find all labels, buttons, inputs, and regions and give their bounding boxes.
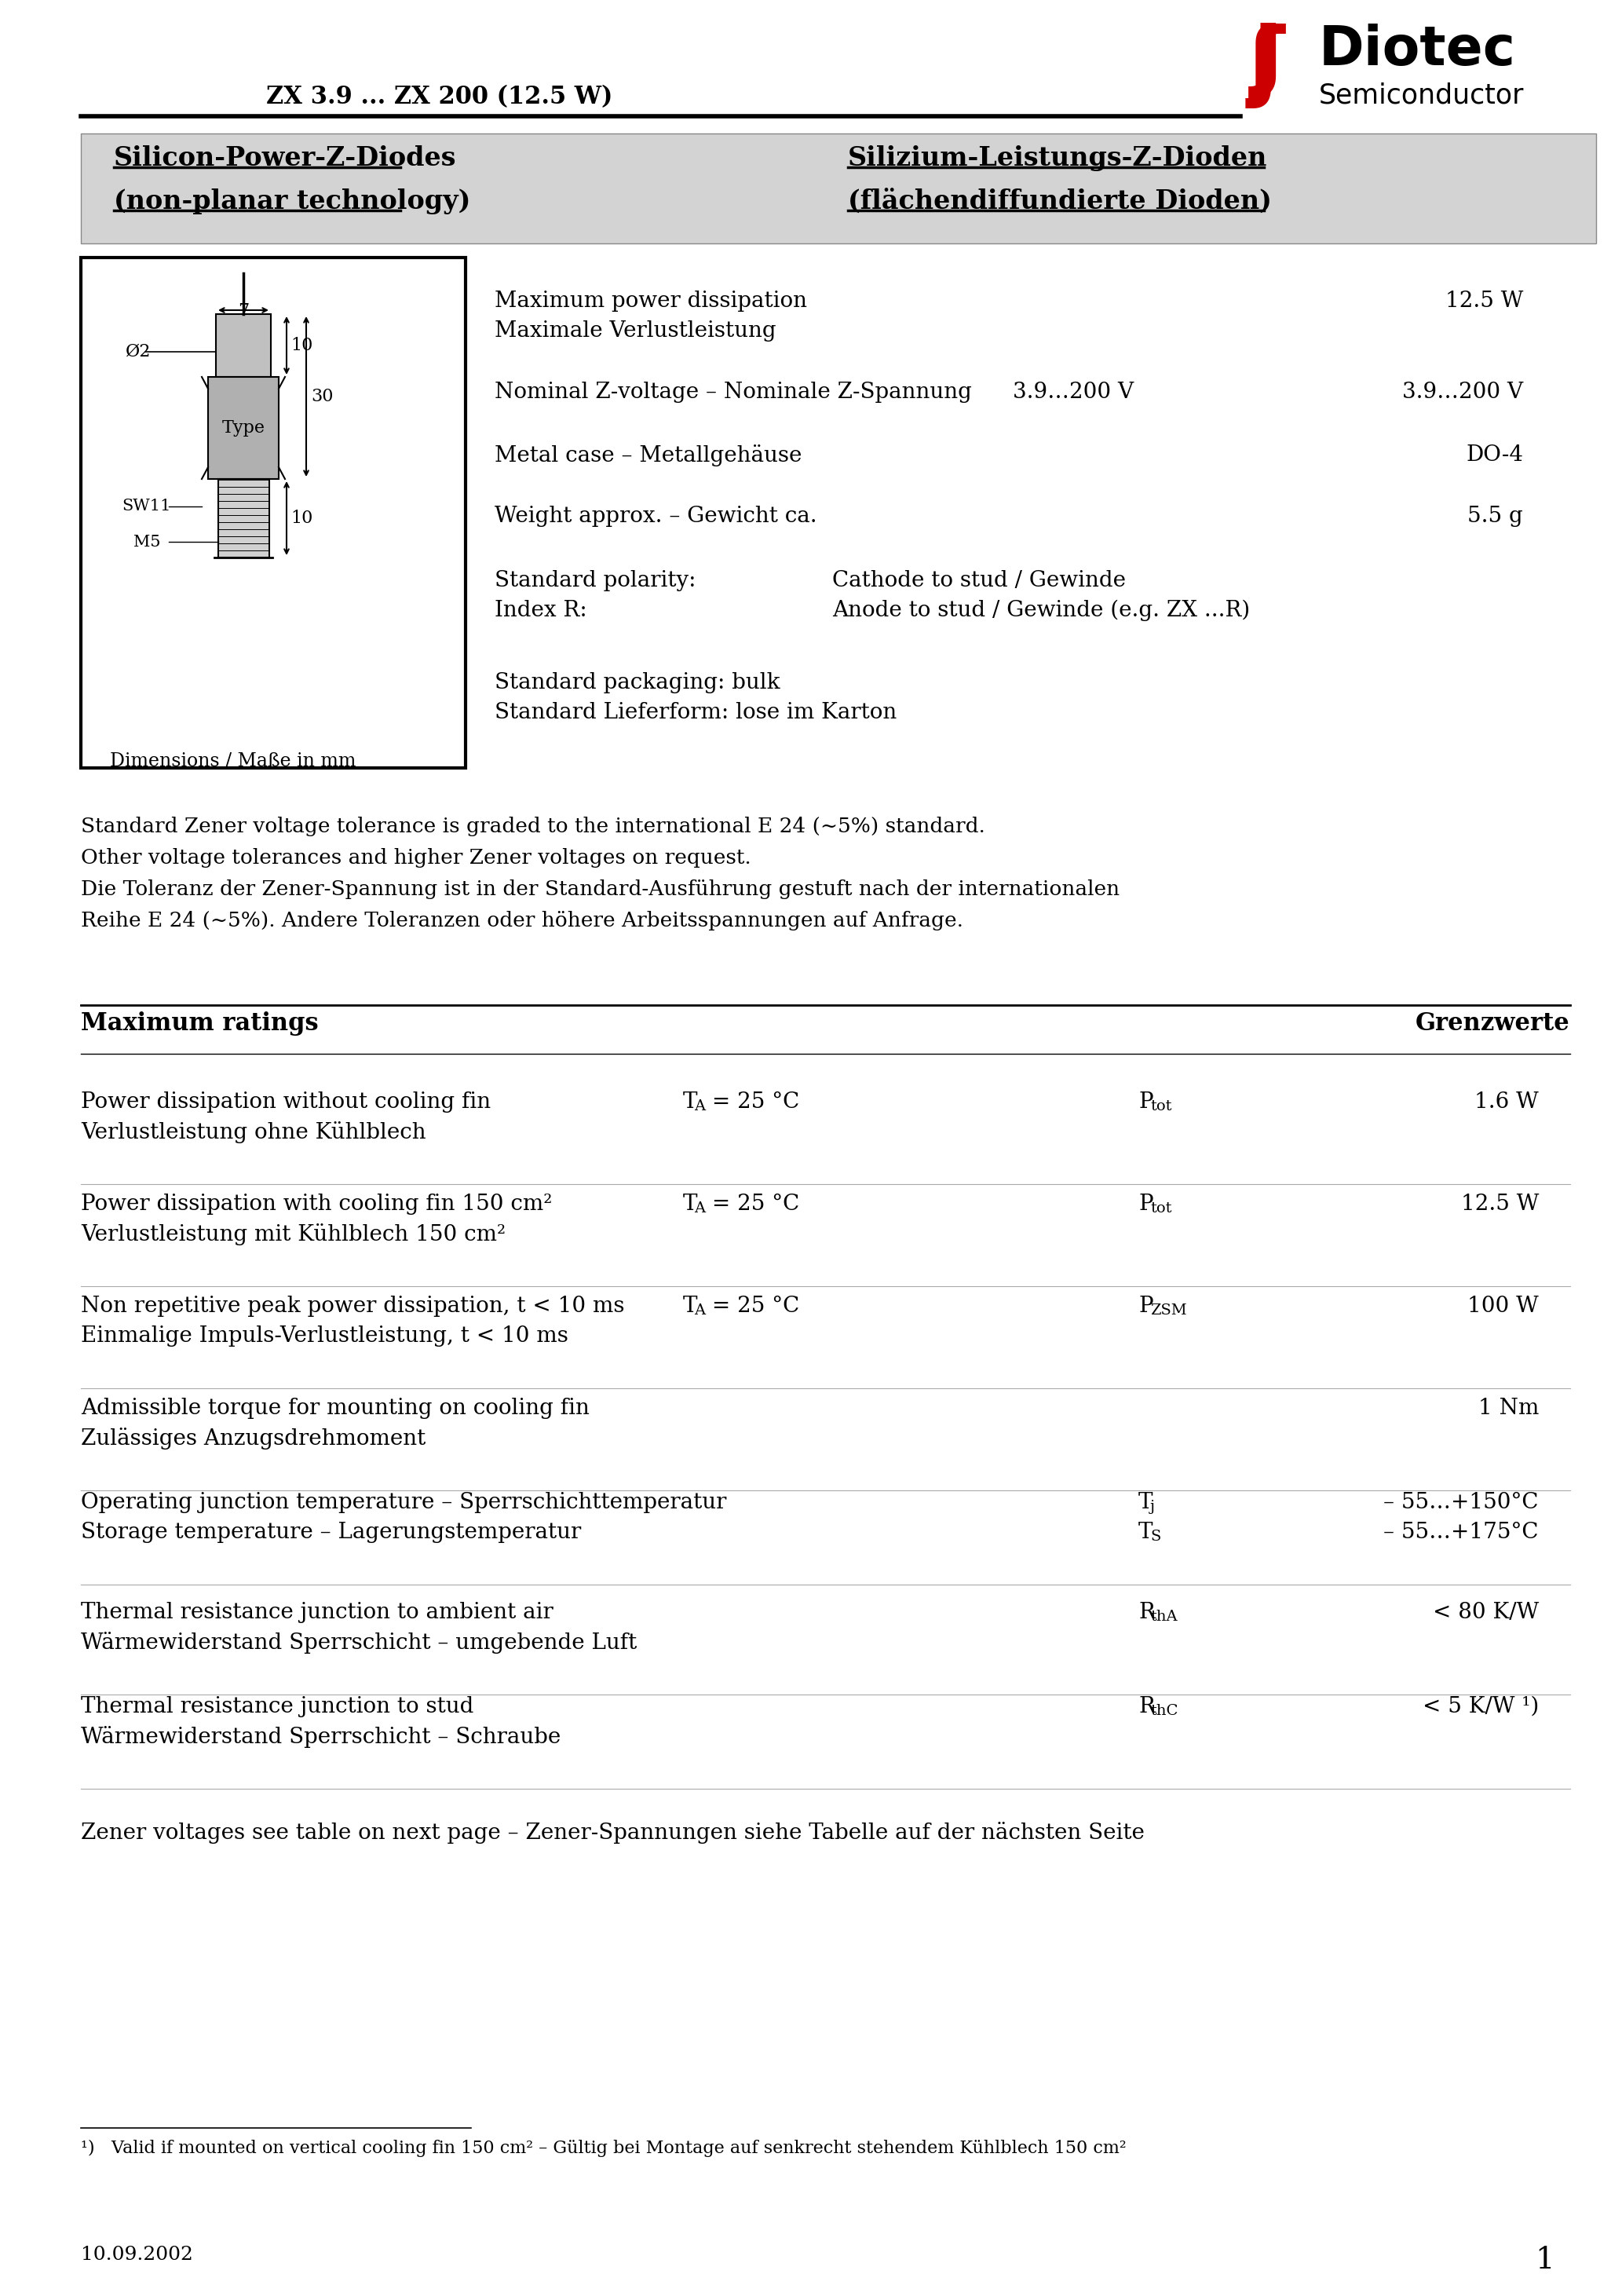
Text: Wärmewiderstand Sperrschicht – umgebende Luft: Wärmewiderstand Sperrschicht – umgebende… xyxy=(81,1632,637,1653)
Text: = 25 °C: = 25 °C xyxy=(706,1295,800,1318)
Text: Maximum ratings: Maximum ratings xyxy=(81,1010,318,1035)
Text: Silizium-Leistungs-Z-Dioden: Silizium-Leistungs-Z-Dioden xyxy=(848,145,1267,172)
Text: – 55…+150°C: – 55…+150°C xyxy=(1384,1492,1539,1513)
Text: Dimensions / Maße in mm: Dimensions / Maße in mm xyxy=(110,753,355,769)
Text: 1 Nm: 1 Nm xyxy=(1478,1398,1539,1419)
Text: A: A xyxy=(694,1100,706,1114)
Text: T: T xyxy=(1139,1492,1153,1513)
Text: (flächendiffundierte Dioden): (flächendiffundierte Dioden) xyxy=(848,188,1272,214)
Text: 10: 10 xyxy=(290,338,313,354)
Text: ZSM: ZSM xyxy=(1150,1304,1187,1318)
Text: Ø2: Ø2 xyxy=(125,342,151,360)
Text: Reihe E 24 (~5%). Andere Toleranzen oder höhere Arbeitsspannungen auf Anfrage.: Reihe E 24 (~5%). Andere Toleranzen oder… xyxy=(81,912,963,930)
Text: 1: 1 xyxy=(1534,2245,1554,2275)
Text: tot: tot xyxy=(1150,1201,1171,1215)
Text: Standard Lieferform: lose im Karton: Standard Lieferform: lose im Karton xyxy=(495,703,897,723)
Text: Zener voltages see table on next page – Zener-Spannungen siehe Tabelle auf der n: Zener voltages see table on next page – … xyxy=(81,1821,1145,1844)
Text: Wärmewiderstand Sperrschicht – Schraube: Wärmewiderstand Sperrschicht – Schraube xyxy=(81,1727,561,1747)
Text: M5: M5 xyxy=(133,535,161,549)
Text: Cathode to stud / Gewinde: Cathode to stud / Gewinde xyxy=(832,569,1126,592)
Text: A: A xyxy=(694,1304,706,1318)
Text: T: T xyxy=(683,1295,697,1318)
Text: Verlustleistung ohne Kühlblech: Verlustleistung ohne Kühlblech xyxy=(81,1120,427,1143)
Text: Standard Zener voltage tolerance is graded to the international E 24 (~5%) stand: Standard Zener voltage tolerance is grad… xyxy=(81,817,985,836)
Text: Standard polarity:: Standard polarity: xyxy=(495,569,696,592)
Text: Silicon-Power-Z-Diodes: Silicon-Power-Z-Diodes xyxy=(114,145,456,172)
Text: 30: 30 xyxy=(311,388,333,404)
Text: S: S xyxy=(1150,1529,1161,1543)
Text: ¹)   Valid if mounted on vertical cooling fin 150 cm² – Gültig bei Montage auf s: ¹) Valid if mounted on vertical cooling … xyxy=(81,2140,1126,2156)
Text: Other voltage tolerances and higher Zener voltages on request.: Other voltage tolerances and higher Zene… xyxy=(81,847,751,868)
Text: = 25 °C: = 25 °C xyxy=(706,1091,800,1114)
Text: 3.9…200 V: 3.9…200 V xyxy=(1012,381,1134,402)
Bar xyxy=(81,133,1596,243)
Text: Power dissipation without cooling fin: Power dissipation without cooling fin xyxy=(81,1091,491,1114)
Bar xyxy=(219,480,269,558)
Text: Grenzwerte: Grenzwerte xyxy=(1416,1010,1570,1035)
Text: R: R xyxy=(1139,1603,1155,1623)
Text: Standard packaging: bulk: Standard packaging: bulk xyxy=(495,673,780,693)
Text: Anode to stud / Gewinde (e.g. ZX ...R): Anode to stud / Gewinde (e.g. ZX ...R) xyxy=(832,599,1251,622)
Text: T: T xyxy=(1139,1522,1153,1543)
Text: Verlustleistung mit Kühlblech 150 cm²: Verlustleistung mit Kühlblech 150 cm² xyxy=(81,1224,506,1244)
Text: 10.09.2002: 10.09.2002 xyxy=(81,2245,193,2264)
Text: 7: 7 xyxy=(238,303,248,319)
Text: T: T xyxy=(683,1194,697,1215)
Text: Thermal resistance junction to ambient air: Thermal resistance junction to ambient a… xyxy=(81,1603,553,1623)
Text: Nominal Z-voltage – Nominale Z-Spannung: Nominal Z-voltage – Nominale Z-Spannung xyxy=(495,381,972,402)
Text: SW11: SW11 xyxy=(122,498,170,514)
Text: Maximale Verlustleistung: Maximale Verlustleistung xyxy=(495,321,777,342)
Text: R: R xyxy=(1139,1697,1155,1717)
Text: Power dissipation with cooling fin 150 cm²: Power dissipation with cooling fin 150 c… xyxy=(81,1194,551,1215)
Text: = 25 °C: = 25 °C xyxy=(706,1194,800,1215)
Text: Einmalige Impuls-Verlustleistung, t < 10 ms: Einmalige Impuls-Verlustleistung, t < 10… xyxy=(81,1325,568,1348)
Text: Admissible torque for mounting on cooling fin: Admissible torque for mounting on coolin… xyxy=(81,1398,589,1419)
Text: 5.5 g: 5.5 g xyxy=(1468,505,1523,526)
Text: 3.9…200 V: 3.9…200 V xyxy=(1401,381,1523,402)
Bar xyxy=(81,257,466,767)
Bar xyxy=(208,377,279,480)
Text: < 5 K/W ¹): < 5 K/W ¹) xyxy=(1422,1697,1539,1717)
Text: Die Toleranz der Zener-Spannung ist in der Standard-Ausführung gestuft nach der : Die Toleranz der Zener-Spannung ist in d… xyxy=(81,879,1119,900)
Text: ʃ: ʃ xyxy=(1249,23,1285,108)
Text: < 80 K/W: < 80 K/W xyxy=(1432,1603,1539,1623)
Text: thA: thA xyxy=(1150,1609,1178,1623)
Text: tot: tot xyxy=(1150,1100,1171,1114)
Text: Type: Type xyxy=(222,420,264,436)
Text: Operating junction temperature – Sperrschichttemperatur: Operating junction temperature – Sperrsc… xyxy=(81,1492,727,1513)
Text: Zulässiges Anzugsdrehmoment: Zulässiges Anzugsdrehmoment xyxy=(81,1428,425,1449)
Text: 1.6 W: 1.6 W xyxy=(1474,1091,1539,1114)
Text: P: P xyxy=(1139,1194,1153,1215)
Text: T: T xyxy=(683,1091,697,1114)
Text: P: P xyxy=(1139,1091,1153,1114)
Text: 100 W: 100 W xyxy=(1468,1295,1539,1318)
Text: A: A xyxy=(694,1201,706,1215)
Text: 10: 10 xyxy=(290,510,313,526)
Bar xyxy=(216,315,271,377)
Text: ZX 3.9 ... ZX 200 (12.5 W): ZX 3.9 ... ZX 200 (12.5 W) xyxy=(266,85,613,110)
Text: 12.5 W: 12.5 W xyxy=(1461,1194,1539,1215)
Text: (non-planar technology): (non-planar technology) xyxy=(114,188,470,214)
Text: P: P xyxy=(1139,1295,1153,1318)
Text: Diotec: Diotec xyxy=(1319,23,1517,76)
Text: 12.5 W: 12.5 W xyxy=(1445,292,1523,312)
Text: – 55…+175°C: – 55…+175°C xyxy=(1384,1522,1539,1543)
Text: Semiconductor: Semiconductor xyxy=(1319,83,1525,110)
Text: Index R:: Index R: xyxy=(495,599,587,622)
Text: Metal case – Metallgehäuse: Metal case – Metallgehäuse xyxy=(495,445,801,466)
Text: Weight approx. – Gewicht ca.: Weight approx. – Gewicht ca. xyxy=(495,505,817,526)
Text: Thermal resistance junction to stud: Thermal resistance junction to stud xyxy=(81,1697,474,1717)
Text: j: j xyxy=(1150,1499,1155,1513)
Text: Storage temperature – Lagerungstemperatur: Storage temperature – Lagerungstemperatu… xyxy=(81,1522,581,1543)
Text: DO-4: DO-4 xyxy=(1466,445,1523,466)
Text: Non repetitive peak power dissipation, t < 10 ms: Non repetitive peak power dissipation, t… xyxy=(81,1295,624,1318)
Text: Maximum power dissipation: Maximum power dissipation xyxy=(495,292,808,312)
Text: thC: thC xyxy=(1150,1704,1178,1717)
Text: $\mathbf{J}$: $\mathbf{J}$ xyxy=(1249,21,1278,99)
